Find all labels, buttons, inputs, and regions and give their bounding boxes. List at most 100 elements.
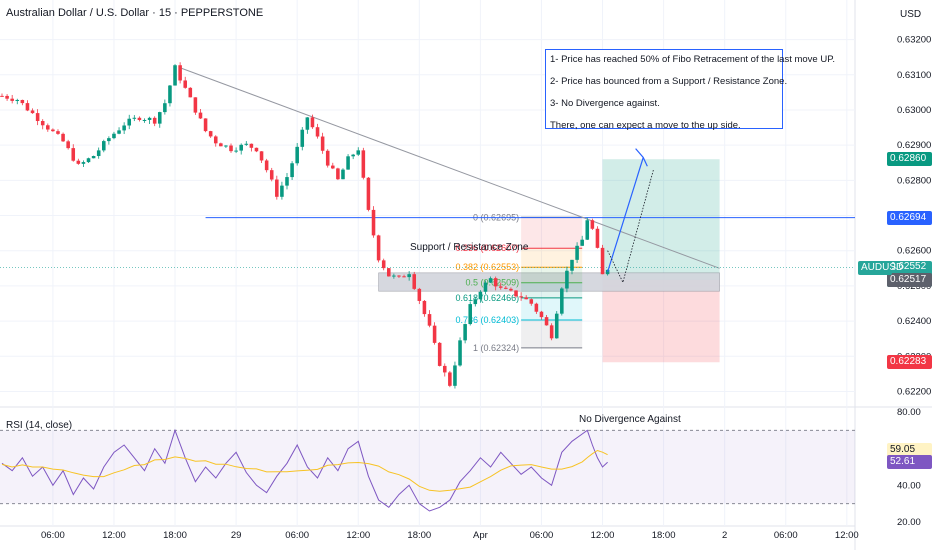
candle [269,170,274,180]
candle [544,317,549,326]
price-tag-value: 0.62694 [890,211,927,223]
x-tick-label: 12:00 [102,530,126,541]
trend-line [179,67,720,269]
fib-level-label: 0.618 (0.62466) [456,293,520,303]
x-tick-label: 06:00 [285,530,309,541]
candle [132,117,137,119]
fib-band [521,248,583,268]
candle [56,131,60,134]
candle [483,282,488,292]
candle [219,143,223,147]
x-tick-label: 06:00 [530,530,554,541]
candle [392,275,396,277]
candle [493,278,498,287]
x-tick-label: 12:00 [835,530,859,541]
price-tag-value: 0.62552 [890,260,927,272]
rsi-tick-label: 40.00 [897,480,921,491]
candle [264,160,269,171]
candle [478,291,483,300]
x-tick-label: 2 [722,530,727,541]
candle [356,150,361,155]
rsi-label: RSI (14, close) [6,420,73,431]
x-tick-label: 12:00 [591,530,615,541]
candle [152,117,157,124]
y-tick-label: 0.62900 [897,140,931,151]
target-zone [602,159,720,280]
candle [463,324,467,341]
candle [0,95,4,97]
x-tick-label: 29 [231,530,242,541]
candle [96,150,101,157]
candle [81,162,86,164]
candle [325,150,330,166]
candle [280,185,284,197]
price-tag: 0.62860 [887,152,932,167]
candle [422,300,427,315]
candle [590,220,595,229]
candle [25,103,30,111]
candle [442,365,447,373]
candle [509,288,513,291]
candle [585,220,590,240]
fib-band [521,217,583,249]
candle [15,99,20,101]
symbol-tag: AUDUSD [858,260,903,275]
candle [112,133,116,139]
candle [437,342,442,366]
fib-level-label: 0.382 (0.62553) [456,262,520,272]
candle [488,278,493,283]
candle [519,296,523,298]
candle [453,365,457,386]
candle [539,311,544,318]
candle [259,151,264,161]
rsi-band [0,430,855,504]
candle [570,259,574,271]
price-tag: 0.62517 [887,272,932,287]
rsi-value-tag: 59.05 [887,443,932,458]
candle [275,179,279,197]
candle [549,325,554,339]
candle [315,127,320,137]
candle [122,125,126,131]
candle [234,150,238,152]
candle [320,136,325,151]
candle [290,163,294,178]
candle [361,150,366,178]
y-tick-label: 0.63100 [897,70,931,81]
candle [473,299,478,305]
candle [183,80,187,88]
candle [554,313,559,339]
candle [188,87,193,98]
candle [117,130,121,134]
candle [595,228,600,248]
candle [173,65,177,86]
candle [407,274,411,278]
candle [147,117,152,120]
candle [514,290,518,297]
candle [35,113,40,122]
candle [524,297,528,300]
candle [468,304,472,325]
candle [168,85,172,104]
x-tick-label: 18:00 [652,530,676,541]
candle [387,268,391,277]
candle [381,260,386,269]
rsi-value-tag: 52.61 [887,455,932,470]
price-unit: USD [900,9,922,20]
price-tag-value: 0.62517 [890,273,927,285]
candle [203,118,208,132]
candle [402,276,406,278]
candle [107,138,111,142]
x-tick-label: Apr [473,530,488,541]
price-tag: 0.62694 [887,210,932,225]
rsi-tick-label: 80.00 [897,407,921,418]
rsi-tick-label: 20.00 [897,517,921,528]
candle [208,131,213,137]
candle [534,303,539,312]
note-line-2: 2- Price has bounced from a Support / Re… [550,76,788,87]
x-tick-label: 18:00 [407,530,431,541]
candle [458,340,462,366]
candle [295,146,299,164]
candle [157,112,162,124]
candle [448,372,452,386]
